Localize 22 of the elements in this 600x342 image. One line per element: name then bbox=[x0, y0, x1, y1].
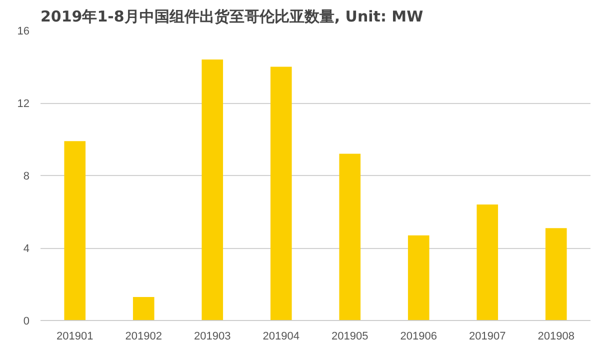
y-tick-label: 4 bbox=[23, 243, 30, 255]
bar bbox=[64, 141, 86, 320]
bar bbox=[339, 154, 361, 320]
x-tick-label: 201906 bbox=[400, 330, 437, 342]
bar bbox=[545, 228, 567, 320]
bar bbox=[476, 204, 498, 320]
bar bbox=[202, 60, 224, 320]
x-tick-label: 201903 bbox=[194, 330, 231, 342]
x-tick-label: 201902 bbox=[125, 330, 162, 342]
bar bbox=[132, 296, 154, 320]
bar bbox=[408, 235, 430, 320]
bar bbox=[270, 66, 292, 320]
y-tick-label: 8 bbox=[23, 170, 30, 182]
chart-title: 2019年1-8月中国组件出货至哥伦比亚数量, Unit: MW bbox=[40, 8, 424, 26]
x-tick-label: 201907 bbox=[469, 330, 506, 342]
y-tick-label: 0 bbox=[23, 316, 30, 328]
x-tick-label: 201904 bbox=[262, 330, 300, 342]
x-tick-label: 201901 bbox=[56, 330, 94, 342]
x-tick-label: 201905 bbox=[332, 330, 368, 342]
y-tick-label: 12 bbox=[17, 98, 30, 110]
x-tick-label: 201908 bbox=[538, 330, 574, 342]
y-tick-label: 16 bbox=[17, 26, 30, 38]
